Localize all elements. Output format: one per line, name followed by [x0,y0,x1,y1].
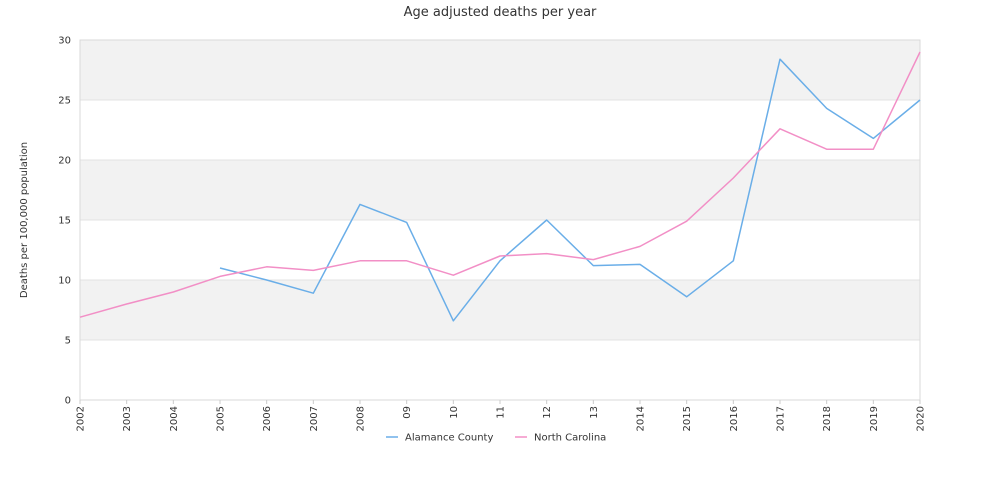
x-tick-label: 13 [589,406,600,419]
x-tick-label: 2020 [916,406,927,431]
x-tick-label: 09 [402,406,413,419]
x-tick-label: 2006 [262,406,273,431]
x-tick-label: 2014 [636,406,647,431]
x-tick-label: 2015 [682,406,693,431]
x-tick-label: 2003 [122,406,133,431]
x-tick-label: 2002 [76,406,87,431]
y-tick-label: 0 [65,396,71,407]
grid-band [80,40,920,100]
background-bands [80,40,920,340]
y-tick-label: 15 [58,216,71,227]
legend: Alamance County North Carolina [386,433,606,444]
y-tick-label: 25 [58,96,71,107]
y-tick-label: 10 [58,276,71,287]
x-tick-label: 2007 [309,406,320,431]
series-line-north-carolina [79,51,921,318]
x-tick-label: 11 [496,406,507,419]
series-line-alamance-county [219,58,921,322]
x-tick-label: 12 [542,406,553,419]
y-tick-label: 30 [58,36,71,47]
x-tick-label: 2004 [169,406,180,431]
x-tick-label: 2019 [869,406,880,431]
grid-band [80,160,920,220]
x-tick-label: 2017 [776,406,787,431]
x-tick-label: 2005 [216,406,227,431]
series-lines [79,51,921,322]
y-axis-label: Deaths per 100,000 population [19,142,30,298]
y-tick-label: 5 [65,336,71,347]
grid-band [80,280,920,340]
x-axis-ticks: 2002 2003 2004 2005 2006 2007 2008 09 10 11 12 13 20… [76,400,927,431]
x-tick-label: 2016 [729,406,740,431]
y-tick-label: 20 [58,156,71,167]
x-tick-label: 10 [449,406,460,419]
x-tick-label: 2008 [356,406,367,431]
legend-label: Alamance County [405,433,493,444]
legend-label: North Carolina [534,433,606,444]
x-tick-label: 2018 [822,406,833,431]
chart-title: Age adjusted deaths per year [404,5,597,20]
y-axis-ticks: 0 5 10 15 20 25 30 [58,36,71,407]
